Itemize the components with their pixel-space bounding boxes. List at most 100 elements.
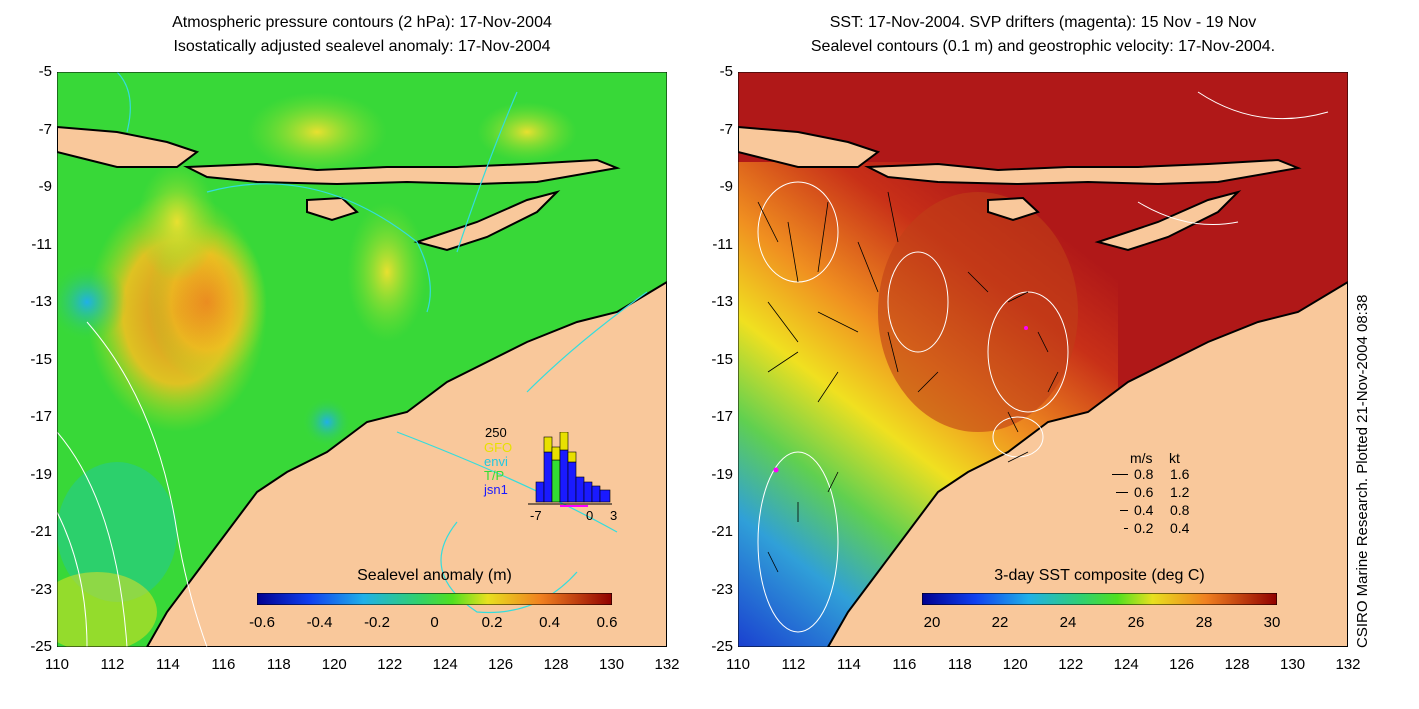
left-sumba [306, 196, 359, 222]
y-tick-label: -17 [30, 408, 52, 425]
velocity-legend-kt: 1.6 [1170, 466, 1190, 482]
velocity-legend-ms: 0.4 [1134, 502, 1154, 518]
histogram-axis-tick: 3 [610, 508, 618, 523]
y-tick-label: -23 [30, 580, 52, 598]
velocity-legend-kt: 0.4 [1170, 520, 1190, 536]
left-timor [413, 190, 561, 252]
right-colorbar [922, 593, 1277, 605]
x-tick-label: 130 [1280, 656, 1306, 673]
credit-side-note: CSIRO Marine Research. Plotted 21-Nov-20… [1354, 294, 1371, 648]
colorbar-tick-label: 24 [1059, 614, 1077, 631]
right-sumba [987, 196, 1040, 222]
x-tick-label: 116 [211, 656, 236, 673]
right-velocity-arrows [757, 191, 1059, 573]
colorbar-tick-label: 28 [1195, 614, 1213, 631]
left-lesser-sunda [183, 158, 621, 186]
histogram-legend-item: envi [484, 454, 508, 469]
histogram-legend-item: jsn1 [484, 482, 508, 497]
x-tick-label: 128 [543, 656, 569, 673]
x-tick-label: 132 [1335, 656, 1361, 673]
velocity-legend-arrow [1124, 528, 1128, 529]
colorbar-tick-label: 0.4 [539, 614, 560, 631]
x-tick-label: 118 [947, 656, 972, 673]
y-tick-label: -21 [30, 523, 52, 540]
x-tick-label: 112 [781, 656, 806, 673]
histogram-axis-tick: -7 [530, 508, 542, 523]
x-tick-label: 120 [321, 656, 347, 673]
colorbar-tick-label: 0.6 [596, 614, 618, 631]
x-tick-label: 110 [726, 656, 750, 673]
x-tick-label: 112 [100, 656, 125, 673]
y-tick-label: -9 [38, 178, 52, 195]
y-tick-label: -15 [711, 350, 733, 368]
y-tick-label: -15 [30, 350, 52, 368]
left-colorbar-label: Sealevel anomaly (m) [357, 567, 512, 584]
right-title-line1: SST: 17-Nov-2004. SVP drifters (magenta)… [829, 14, 1257, 31]
x-tick-label: 124 [1113, 656, 1139, 673]
x-tick-label: 124 [432, 656, 458, 673]
left-title-line1: Atmospheric pressure contours (2 hPa): 1… [172, 14, 552, 31]
x-tick-label: 110 [45, 656, 69, 673]
left-map [57, 72, 667, 647]
colorbar-tick-label: 20 [923, 614, 941, 631]
y-tick-label: -13 [711, 293, 733, 310]
y-tick-label: -25 [711, 638, 733, 655]
colorbar-tick-label: -0.4 [306, 614, 333, 631]
y-tick-label: -23 [711, 580, 733, 598]
histogram-top-value: 250 [485, 425, 507, 440]
x-tick-label: 118 [266, 656, 291, 673]
histogram-bars [528, 432, 612, 507]
colorbar-tick-label: 22 [991, 614, 1009, 631]
drifter-point-2 [1024, 326, 1028, 330]
velocity-legend-ms: 0.6 [1134, 484, 1154, 500]
x-tick-label: 126 [488, 656, 514, 673]
velocity-legend-header-ms: m/s [1130, 450, 1153, 466]
histogram-legend-item: T/P [484, 468, 505, 483]
left-pressure-contour-white [57, 321, 208, 647]
x-tick-label: 116 [892, 656, 917, 673]
y-tick-label: -19 [30, 465, 52, 483]
velocity-legend-arrow [1112, 474, 1128, 475]
right-title-line2: Sealevel contours (0.1 m) and geostrophi… [810, 38, 1276, 55]
colorbar-tick-label: -0.6 [249, 614, 275, 631]
drifter-point-1 [773, 467, 779, 473]
right-lesser-sunda [864, 158, 1302, 186]
colorbar-tick-label: -0.2 [364, 614, 390, 631]
y-tick-label: -19 [711, 465, 733, 483]
x-tick-label: 114 [155, 656, 180, 673]
x-tick-label: 130 [599, 656, 625, 673]
colorbar-tick-label: 30 [1263, 614, 1281, 631]
right-map [738, 72, 1348, 647]
x-tick-label: 132 [654, 656, 680, 673]
y-tick-label: -21 [711, 523, 733, 540]
velocity-legend-header-kt: kt [1169, 450, 1180, 466]
velocity-legend-arrow [1120, 510, 1128, 511]
velocity-legend-kt: 0.8 [1170, 502, 1190, 518]
velocity-legend-ms: 0.2 [1134, 520, 1154, 536]
y-tick-label: -11 [712, 235, 733, 253]
x-tick-label: 120 [1002, 656, 1028, 673]
y-tick-label: -7 [38, 120, 52, 138]
right-sealevel-contours [757, 91, 1329, 633]
y-tick-label: -9 [719, 178, 733, 195]
velocity-legend-ms: 0.8 [1134, 466, 1154, 482]
velocity-legend-arrow [1116, 492, 1128, 493]
x-tick-label: 114 [836, 656, 861, 673]
x-tick-label: 122 [377, 656, 403, 673]
y-tick-label: -25 [30, 638, 52, 655]
right-colorbar-label: 3-day SST composite (deg C) [994, 567, 1205, 584]
left-upper-land [57, 125, 200, 168]
y-tick-label: -17 [711, 408, 733, 425]
left-pressure-contour [116, 72, 648, 614]
y-tick-label: -5 [38, 63, 52, 80]
y-tick-label: -13 [30, 293, 52, 310]
x-tick-label: 128 [1224, 656, 1250, 673]
colorbar-tick-label: 26 [1127, 614, 1145, 631]
left-australia-land [145, 280, 667, 647]
left-colorbar [257, 593, 612, 605]
histogram-legend-item: GFO [484, 440, 513, 455]
colorbar-tick-label: 0.2 [481, 614, 503, 631]
histogram-axis-tick: 0 [586, 508, 594, 523]
left-title-line2: Isostatically adjusted sealevel anomaly:… [173, 38, 551, 55]
y-tick-label: -7 [719, 120, 733, 138]
